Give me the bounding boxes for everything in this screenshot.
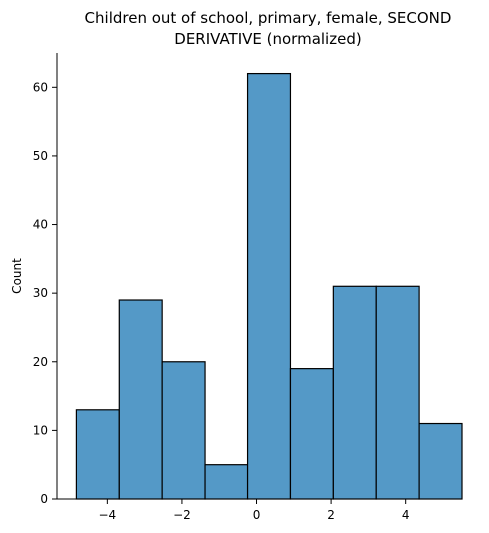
y-tick-label: 40 bbox=[33, 218, 48, 232]
x-tick-label: −2 bbox=[173, 508, 191, 522]
x-tick-label: −4 bbox=[98, 508, 116, 522]
histogram-bar-6 bbox=[332, 285, 377, 500]
y-tick-label: 30 bbox=[33, 286, 48, 300]
histogram-bar-7 bbox=[375, 285, 420, 500]
x-axis-ticks: −4 −2 0 2 4 bbox=[98, 499, 410, 522]
histogram-bar-2 bbox=[161, 361, 206, 500]
y-tick-label: 20 bbox=[33, 355, 48, 369]
x-tick-label: 0 bbox=[253, 508, 261, 522]
y-tick-label: 0 bbox=[40, 492, 48, 506]
histogram-bar-3 bbox=[204, 464, 249, 500]
histogram-bar-1 bbox=[118, 299, 163, 500]
y-axis-label: Count bbox=[10, 258, 24, 294]
chart-title-line-2: DERIVATIVE (normalized) bbox=[174, 30, 361, 48]
histogram-bar-4 bbox=[246, 72, 292, 500]
histogram-bar-0 bbox=[75, 409, 120, 500]
histogram-bar-8 bbox=[418, 422, 463, 500]
bars-group bbox=[75, 72, 463, 500]
y-tick-label: 10 bbox=[33, 423, 48, 437]
y-axis-ticks: 0 10 20 30 40 50 60 bbox=[33, 80, 57, 506]
histogram-bar-5 bbox=[289, 368, 334, 500]
y-tick-label: 60 bbox=[33, 80, 48, 94]
y-tick-label: 50 bbox=[33, 149, 48, 163]
x-tick-label: 4 bbox=[402, 508, 410, 522]
chart-title-line-1: Children out of school, primary, female,… bbox=[85, 9, 452, 27]
x-tick-label: 2 bbox=[327, 508, 335, 522]
